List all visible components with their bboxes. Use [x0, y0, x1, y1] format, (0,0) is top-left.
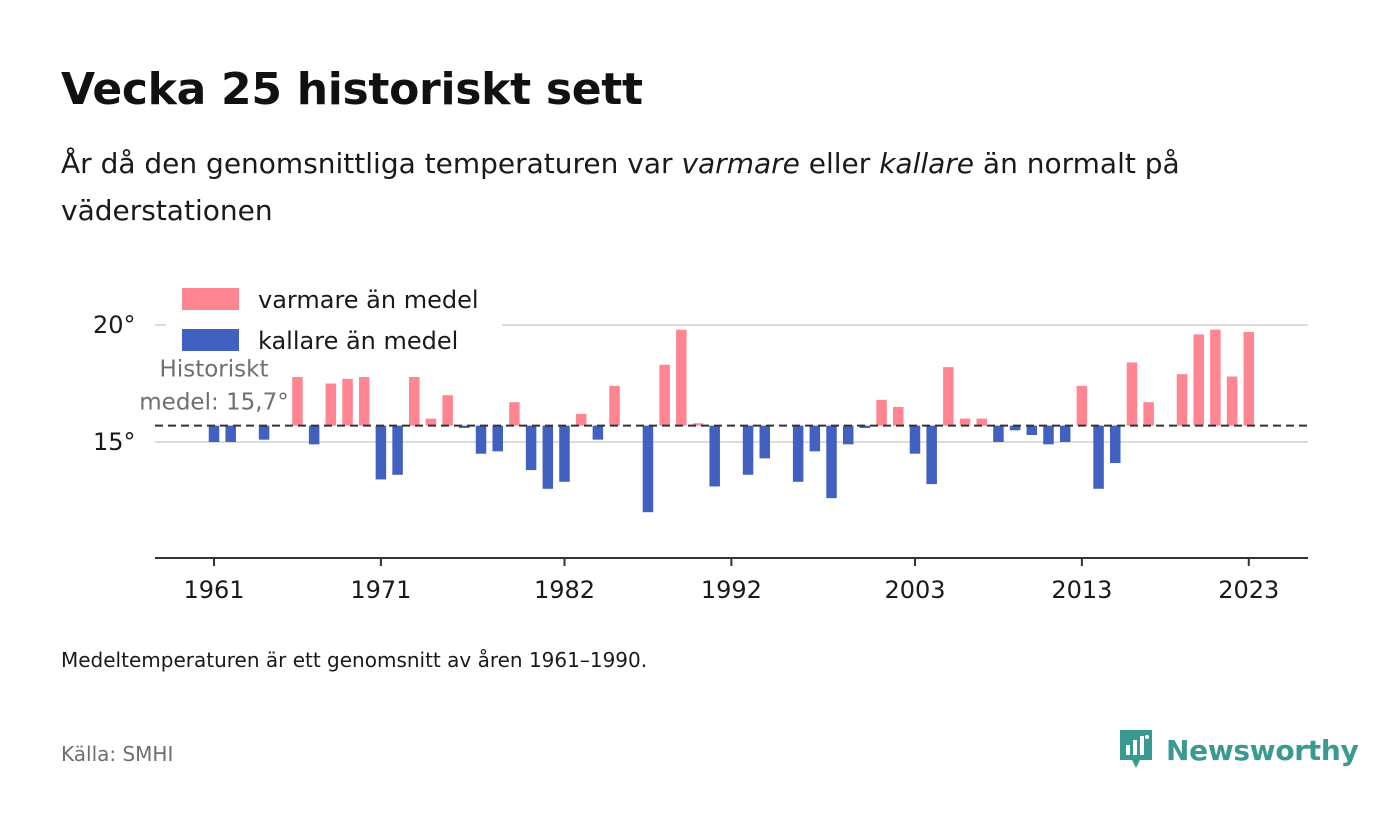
- bar-2019: [1176, 374, 1188, 426]
- bar-2021: [1210, 329, 1221, 426]
- baseline-label-line1: Historiskt: [160, 357, 269, 383]
- bar-2023: [1243, 332, 1255, 426]
- x-tick-label: 2003: [884, 576, 945, 604]
- bar-1998: [826, 425, 837, 499]
- x-axis: 1961 1971 1982 1992 2003 2013 2023: [155, 557, 1308, 604]
- bar-1970: [358, 374, 370, 426]
- bar-2014: [1093, 425, 1104, 489]
- x-tick-label: 1992: [701, 576, 762, 604]
- brand-name: Newsworthy: [1166, 733, 1359, 767]
- bar-1990: [692, 423, 704, 426]
- bar-1972: [392, 425, 403, 475]
- brand-logo[interactable]: Newsworthy: [1118, 728, 1359, 772]
- bar-2008: [993, 425, 1004, 442]
- bar-2017: [1143, 402, 1154, 426]
- y-tick-label: 15°: [93, 428, 136, 456]
- source-label: Källa: SMHI: [61, 742, 174, 766]
- bar-2005: [943, 367, 954, 426]
- bar-1999: [842, 425, 854, 445]
- chart-title: Vecka 25 historiskt sett: [61, 64, 643, 115]
- legend-swatch-colder: [182, 329, 239, 351]
- bar-1978: [492, 425, 503, 452]
- legend-label-colder: kallare än medel: [258, 327, 458, 355]
- bar-1976: [459, 425, 470, 428]
- chart-subtitle: År då den genomsnittliga temperaturen va…: [61, 140, 1321, 234]
- bar-2001: [876, 399, 887, 426]
- bar-1988: [659, 364, 670, 426]
- bar-2002: [893, 406, 904, 426]
- bar-1964: [258, 425, 270, 440]
- bar-2022: [1226, 376, 1238, 426]
- bar-2006: [959, 418, 971, 426]
- x-tick-label: 2013: [1051, 576, 1112, 604]
- footnote: Medeltemperaturen är ett genomsnitt av å…: [61, 648, 648, 672]
- bar-1982: [559, 425, 570, 482]
- bar-1977: [475, 425, 487, 454]
- bar-2020: [1193, 334, 1204, 426]
- bar-1967: [308, 425, 320, 445]
- bar-2015: [1110, 425, 1121, 464]
- bar-2007: [976, 418, 987, 426]
- bar-1989: [676, 329, 687, 426]
- bar-1969: [342, 378, 353, 426]
- x-tick-label: 2023: [1218, 576, 1279, 604]
- bar-1961: [208, 425, 220, 442]
- bar-2011: [1043, 425, 1054, 445]
- baseline: Historiskt medel: 15,7°: [137, 354, 1308, 427]
- bar-1979: [509, 402, 520, 426]
- bar-1981: [542, 425, 554, 489]
- bar-2009: [1009, 425, 1021, 431]
- bar-2010: [1026, 425, 1038, 435]
- bar-2012: [1059, 425, 1071, 442]
- bar-1975: [442, 395, 453, 426]
- bar-chart: 15° 20° 1961 1971 1982 1992 2003 2013 2023 varm…: [93, 277, 1308, 604]
- subtitle-colder: kallare: [879, 147, 975, 180]
- bar-1987: [642, 425, 654, 513]
- baseline-label-line2: medel: 15,7°: [139, 390, 288, 416]
- legend: varmare än medel kallare än medel: [166, 277, 502, 377]
- bar-1980: [525, 425, 537, 471]
- bar-2016: [1126, 362, 1138, 426]
- x-tick-label: 1982: [534, 576, 595, 604]
- bar-1994: [759, 425, 771, 459]
- bar-2000: [859, 425, 871, 428]
- newsworthy-logo-icon: [1120, 730, 1152, 768]
- subtitle-text-2: eller: [799, 147, 880, 180]
- bar-1971: [375, 425, 387, 480]
- bar-1993: [742, 425, 754, 475]
- subtitle-text-1: År då den genomsnittliga temperaturen va…: [61, 147, 682, 180]
- x-tick-label: 1971: [350, 576, 411, 604]
- subtitle-warmer: varmare: [681, 147, 800, 180]
- bar-1983: [575, 413, 587, 426]
- bar-2003: [909, 425, 921, 454]
- bars: [208, 329, 1255, 513]
- bar-2013: [1076, 385, 1088, 426]
- legend-swatch-warmer: [182, 288, 239, 310]
- bar-1974: [425, 418, 437, 426]
- bar-1968: [325, 383, 337, 426]
- legend-label-warmer: varmare än medel: [258, 286, 479, 314]
- bar-1973: [409, 376, 420, 426]
- x-tick-label: 1961: [183, 576, 244, 604]
- bar-1997: [809, 425, 821, 452]
- y-tick-label: 20°: [93, 311, 136, 339]
- bar-1996: [792, 425, 804, 482]
- bar-1962: [225, 425, 236, 442]
- bar-1966: [292, 376, 303, 426]
- bar-1985: [609, 385, 620, 426]
- bar-1984: [592, 425, 604, 440]
- bar-1991: [709, 425, 720, 487]
- bar-2004: [926, 425, 937, 485]
- subtitle-text-3: än normalt på väderstationen: [61, 147, 1180, 227]
